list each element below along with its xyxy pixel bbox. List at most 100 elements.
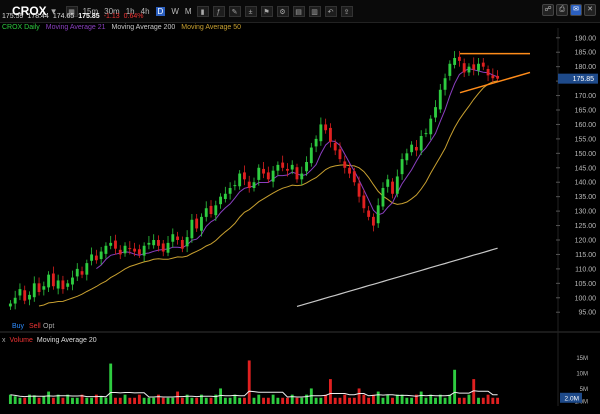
volume-bar [457,397,461,404]
candle-body [486,68,490,76]
symbol-label[interactable]: CROX [12,4,47,18]
volume-bar [66,394,70,404]
chat-icon[interactable]: ✉ [570,4,582,16]
settings-icon[interactable]: ⚙ [276,5,289,17]
volume-bar [133,397,137,404]
volume-bar [171,397,175,404]
volume-ma-line [10,390,498,398]
support-trendline [459,71,531,94]
link-icon[interactable]: ☍ [542,4,554,16]
candle-body [13,297,17,304]
volume-bar [61,397,65,404]
compare-icon[interactable]: ± [244,5,257,17]
tf-1h[interactable]: 1h [125,6,135,16]
volume-bar [271,394,275,404]
candle-body [128,248,132,250]
indicator-icon[interactable]: ƒ [212,5,225,17]
candle-body [114,240,117,249]
layout-icon[interactable]: ▥ [308,5,321,17]
volume-bar [219,388,222,404]
volume-bar [128,397,132,404]
volume-bar [448,394,452,404]
close-icon[interactable]: ✕ [584,4,596,16]
draw-icon[interactable]: ✎ [228,5,241,17]
candle-body [223,193,227,199]
template-icon[interactable]: ▤ [292,5,305,17]
candle-body [190,219,194,239]
alert-icon[interactable]: ⚑ [260,5,273,17]
buy-button[interactable]: Buy [12,323,25,330]
candle-body [32,283,36,298]
volume-tick-label: 10M [576,371,588,377]
print-icon[interactable]: ⎙ [556,4,568,16]
y-tick-label: 115.00 [575,252,596,259]
candle-body [343,161,347,168]
candle-body [94,255,98,261]
volume-bar [190,397,194,404]
candle-body [51,273,55,287]
volume-bar [157,394,160,404]
legend-ma50[interactable]: Moving Average 50 [181,24,242,31]
candle-body [467,66,471,73]
volume-bar [486,394,490,404]
volume-bar [319,397,323,404]
candle-body [80,271,84,275]
volume-bar [257,394,261,404]
candle-body [104,245,108,254]
volume-close-icon[interactable]: x [2,337,6,344]
volume-bar [195,397,199,404]
candle-body [142,245,146,256]
volume-bar [348,397,351,404]
volume-bar [343,394,347,404]
volume-bar [324,394,328,404]
volume-bar [123,394,127,404]
candle-body [66,283,70,287]
candle-body [371,216,375,226]
legend-daily[interactable]: CROX Daily [2,24,40,31]
candle-body [410,144,414,153]
tf-30m[interactable]: 30m [104,6,120,16]
candle-body [319,124,323,142]
candle-body [424,133,428,135]
y-tick-label: 135.00 [575,194,597,201]
grid-icon[interactable]: ▦ [65,5,78,17]
tf-m[interactable]: M [184,6,192,16]
chart-type-icon[interactable]: ▮ [196,5,209,17]
tf-d[interactable]: D [155,6,166,16]
volume-bar [80,394,84,404]
tf-4h[interactable]: 4h [140,6,150,16]
candle-body [71,277,74,285]
undo-icon[interactable]: ↶ [324,5,337,17]
sell-button[interactable]: Sell [29,323,41,330]
volume-bar [8,394,12,404]
symbol-dropdown-icon[interactable]: ▼ [49,6,58,16]
volume-legend: x Volume Moving Average 20 [2,337,97,344]
volume-label[interactable]: Volume [9,337,33,344]
candle-body [276,164,280,171]
y-tick-label: 150.00 [575,151,597,158]
candle-body [462,63,466,73]
tf-w[interactable]: W [171,6,179,16]
candle-body [42,286,46,290]
chart-legend: CROX Daily Moving Average 21 Moving Aver… [2,24,241,31]
volume-bar [209,397,213,404]
candle-body [228,188,232,194]
candle-body [200,216,203,231]
opt-button[interactable]: Opt [43,323,55,330]
volume-ma-label[interactable]: Moving Average 20 [36,337,97,344]
tf-15m[interactable]: 15m [82,6,99,16]
legend-ma21[interactable]: Moving Average 21 [45,24,106,31]
volume-bar [376,391,380,404]
volume-bar [99,396,103,404]
volume-bar [386,394,390,404]
share-icon[interactable]: ⇪ [340,5,353,17]
quote-change: -1.13 [103,13,120,20]
legend-ma200[interactable]: Moving Average 200 [111,24,176,31]
candle-body [309,147,313,164]
toolbar: CROX ▼ ▦ 15m 30m 1h 4h D W M ▮ ƒ ✎ ± ⚑ ⚙… [0,0,600,23]
candle-body [419,136,423,151]
volume-bar [180,397,184,404]
candle-body [281,162,285,168]
quote-high: 178.44 [27,13,49,20]
